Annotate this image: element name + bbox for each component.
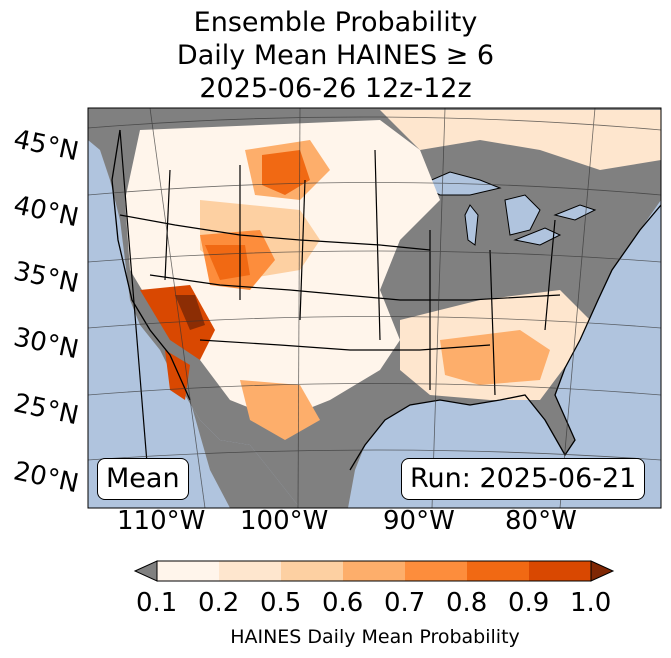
colorbar-bin-1 bbox=[157, 561, 219, 581]
title-line-2: Daily Mean HAINES ≥ 6 bbox=[176, 40, 495, 71]
run-label-box: Run: 2025-06-21 bbox=[401, 458, 646, 500]
colorbar-tick-4: 0.7 bbox=[384, 588, 426, 618]
great-lakes bbox=[418, 171, 597, 246]
colorbar-tick-2: 0.5 bbox=[260, 588, 302, 618]
title-line-1: Ensemble Probability bbox=[193, 7, 478, 38]
colorbar-bin-2 bbox=[219, 561, 281, 581]
colorbar bbox=[133, 560, 615, 582]
colorbar-bin-4 bbox=[343, 561, 405, 581]
mexico-land bbox=[160, 350, 300, 508]
graticule bbox=[88, 108, 661, 508]
map-frame bbox=[87, 107, 662, 509]
probability-field bbox=[125, 110, 661, 440]
colorbar-tick-0: 0.1 bbox=[136, 588, 178, 618]
colorbar-over-arrow bbox=[590, 560, 615, 582]
colorbar-tick-7: 1.0 bbox=[570, 588, 612, 618]
stat-label-box: Mean bbox=[97, 458, 189, 500]
colorbar-title: HAINES Daily Mean Probability bbox=[230, 626, 520, 648]
colorbar-tick-1: 0.2 bbox=[198, 588, 240, 618]
colorbar-tick-6: 0.9 bbox=[508, 588, 550, 618]
lon-label-90: 90°W bbox=[383, 506, 455, 536]
colorbar-bin-3 bbox=[281, 561, 343, 581]
colorbar-bin-7 bbox=[529, 561, 591, 581]
colorbar-bin-5 bbox=[405, 561, 467, 581]
coastline bbox=[111, 129, 661, 471]
colorbar-bin-6 bbox=[467, 561, 529, 581]
colorbar-under-arrow bbox=[133, 560, 158, 582]
lon-label-110: 110°W bbox=[117, 506, 206, 536]
colorbar-tick-3: 0.6 bbox=[322, 588, 364, 618]
title-line-3: 2025-06-26 12z-12z bbox=[199, 73, 472, 104]
lon-label-100: 100°W bbox=[240, 506, 329, 536]
lon-label-80: 80°W bbox=[505, 506, 577, 536]
colorbar-tick-5: 0.8 bbox=[446, 588, 488, 618]
